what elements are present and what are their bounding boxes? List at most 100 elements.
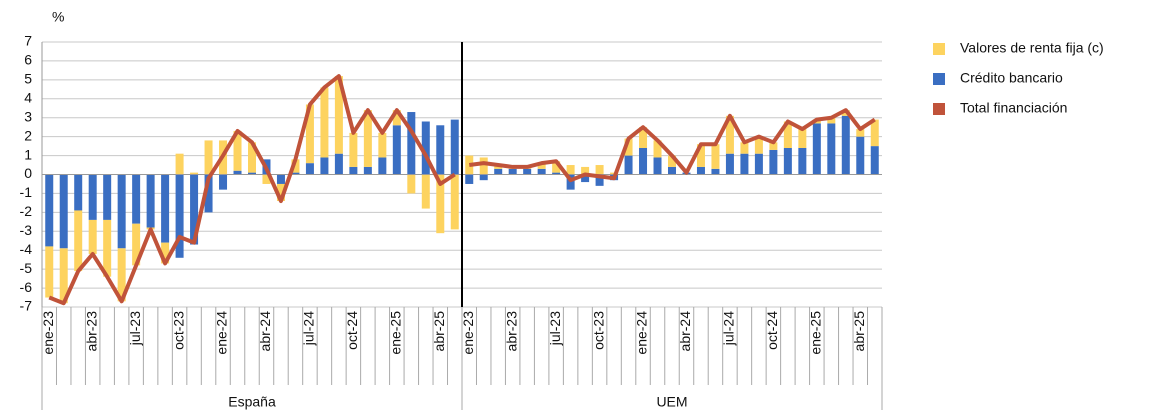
x-tick-label: jul-24 <box>301 311 317 346</box>
bar <box>103 219 112 277</box>
bar <box>494 168 503 175</box>
y-tick-label: 1 <box>24 146 32 162</box>
bar <box>291 172 300 175</box>
bar <box>407 112 416 175</box>
bar <box>856 129 865 137</box>
y-tick-label: 5 <box>24 71 32 87</box>
bar <box>132 223 141 266</box>
bar <box>653 157 662 175</box>
bar <box>798 148 807 175</box>
x-tick-label: ene-23 <box>460 311 476 355</box>
bar <box>88 219 97 254</box>
bar <box>305 163 314 175</box>
bar <box>88 174 97 220</box>
bar <box>827 117 836 124</box>
bar <box>233 170 242 175</box>
bar <box>276 183 285 201</box>
bar <box>378 157 387 175</box>
bar <box>668 166 676 175</box>
y-tick-label: 0 <box>24 165 32 181</box>
bar <box>696 144 705 167</box>
x-tick-label: jul-24 <box>721 311 737 346</box>
bar <box>146 174 155 228</box>
bar <box>624 138 633 156</box>
bar <box>117 174 126 249</box>
bar <box>233 130 242 171</box>
x-tick-label: abr-23 <box>83 311 99 352</box>
bar <box>291 159 300 173</box>
bar <box>45 246 54 298</box>
bar <box>595 165 604 175</box>
bar <box>132 174 141 224</box>
bar <box>363 110 372 167</box>
bar <box>204 140 213 175</box>
bar <box>248 142 256 173</box>
bar <box>204 174 213 213</box>
bar <box>725 153 734 175</box>
x-tick-label: ene-25 <box>808 311 824 355</box>
bar <box>696 166 705 175</box>
group-label: UEM <box>656 394 687 410</box>
bar <box>450 174 459 230</box>
bar <box>566 165 575 175</box>
legend-label: Valores de renta fija (c) <box>960 40 1104 56</box>
bar <box>639 148 648 175</box>
bar <box>725 115 734 154</box>
bar <box>754 136 763 154</box>
legend-swatch <box>933 103 945 115</box>
bar <box>117 248 126 302</box>
x-tick-label: ene-24 <box>634 311 650 355</box>
y-tick-label: -7 <box>20 298 33 314</box>
bar <box>711 144 720 169</box>
y-tick-label: -1 <box>20 184 33 200</box>
bar <box>711 168 720 175</box>
bar <box>276 174 285 184</box>
x-tick-label: abr-25 <box>431 311 447 352</box>
bar <box>334 76 343 154</box>
bar <box>421 121 430 175</box>
bar <box>219 174 228 190</box>
y-tick-label: 3 <box>24 108 32 124</box>
bar <box>595 174 604 186</box>
bar <box>537 163 546 169</box>
bar <box>740 153 749 175</box>
legend-label: Crédito bancario <box>960 70 1063 86</box>
bar <box>581 174 590 183</box>
bar <box>653 140 662 158</box>
x-tick-label: oct-24 <box>764 311 780 350</box>
bar <box>523 168 532 175</box>
unit-label: % <box>52 9 64 25</box>
bar <box>59 248 68 304</box>
x-tick-label: abr-24 <box>257 311 273 352</box>
bar <box>378 132 387 158</box>
x-tick-label: oct-23 <box>590 311 606 350</box>
y-tick-label: -3 <box>20 222 33 238</box>
legend-swatch <box>933 73 945 85</box>
bar <box>624 155 633 175</box>
bar <box>436 125 445 175</box>
x-tick-label: oct-24 <box>344 311 360 350</box>
x-tick-label: ene-24 <box>214 311 230 355</box>
bar <box>740 142 749 154</box>
bar <box>74 210 83 272</box>
bar <box>479 174 488 181</box>
bar <box>798 129 807 148</box>
y-tick-label: -5 <box>20 260 33 276</box>
bar <box>552 161 561 173</box>
bar <box>407 174 416 194</box>
bar <box>479 157 488 175</box>
bar <box>769 142 778 150</box>
group-label: España <box>228 394 276 410</box>
y-tick-label: 2 <box>24 127 32 143</box>
y-tick-label: 4 <box>24 89 32 105</box>
bar <box>175 174 184 258</box>
bar <box>45 174 54 247</box>
bar <box>754 153 763 175</box>
bar <box>783 121 792 148</box>
y-tick-label: -4 <box>20 241 33 257</box>
bar <box>262 174 271 184</box>
x-tick-label: ene-23 <box>40 311 56 355</box>
bar <box>392 110 401 126</box>
bar <box>363 166 372 175</box>
